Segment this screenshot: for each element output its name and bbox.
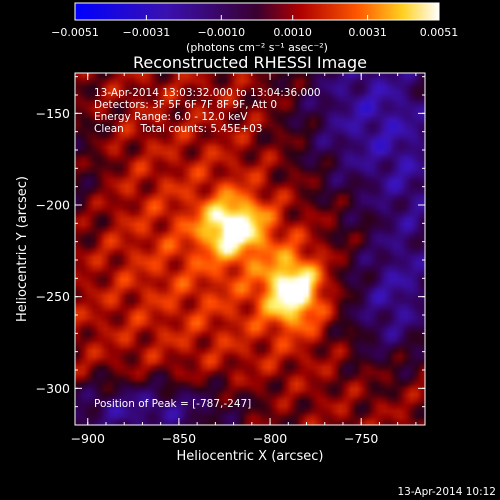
chart-title: Reconstructed RHESSI Image (133, 53, 367, 72)
y-tick-label: −250 (36, 289, 70, 304)
colorbar-tick-label: 0.0010 (273, 26, 312, 39)
y-axis-ticks: −300 −250 −200 −150 (36, 76, 425, 426)
annotation-detectors: Detectors: 3F 5F 6F 7F 8F 9F, Att 0 (94, 99, 277, 111)
annotation-peak-position: Position of Peak = [-787,-247] (94, 398, 251, 410)
x-axis-label: Heliocentric X (arcsec) (177, 449, 324, 464)
colorbar-tick-label: −0.0010 (197, 26, 245, 39)
y-tick-label: −150 (36, 106, 70, 121)
x-axis-ticks: −900 −850 −800 −750 (71, 73, 417, 446)
x-tick-label: −850 (162, 431, 196, 446)
colorbar-ticks: −0.0051 −0.0031 −0.0010 0.0010 0.0031 0.0051 (51, 15, 458, 39)
y-axis-label: Heliocentric Y (arcsec) (15, 176, 30, 322)
y-tick-label: −200 (36, 198, 70, 213)
plot-timestamp: 13-Apr-2014 10:12 (397, 486, 496, 498)
colorbar-tick-label: 0.0031 (348, 26, 387, 39)
y-tick-label: −300 (36, 381, 70, 396)
colorbar-tick-label: −0.0051 (51, 26, 99, 39)
heatmap-image (75, 73, 425, 425)
x-tick-label: −750 (344, 431, 378, 446)
annotation-time-range: 13-Apr-2014 13:03:32.000 to 13:04:36.000 (94, 87, 321, 99)
colorbar-tick-label: 0.0051 (420, 26, 459, 39)
annotation-energy-range: Energy Range: 6.0 - 12.0 keV (94, 111, 248, 123)
plot-frame (74, 72, 426, 426)
colorbar (74, 2, 440, 21)
annotation-clean-counts: Clean Total counts: 5.45E+03 (94, 123, 263, 135)
x-tick-label: −900 (71, 431, 105, 446)
x-tick-label: −800 (253, 431, 287, 446)
colorbar-tick-label: −0.0031 (123, 26, 171, 39)
colorbar-unit-label: (photons cm⁻² s⁻¹ asec⁻²) (186, 41, 328, 54)
